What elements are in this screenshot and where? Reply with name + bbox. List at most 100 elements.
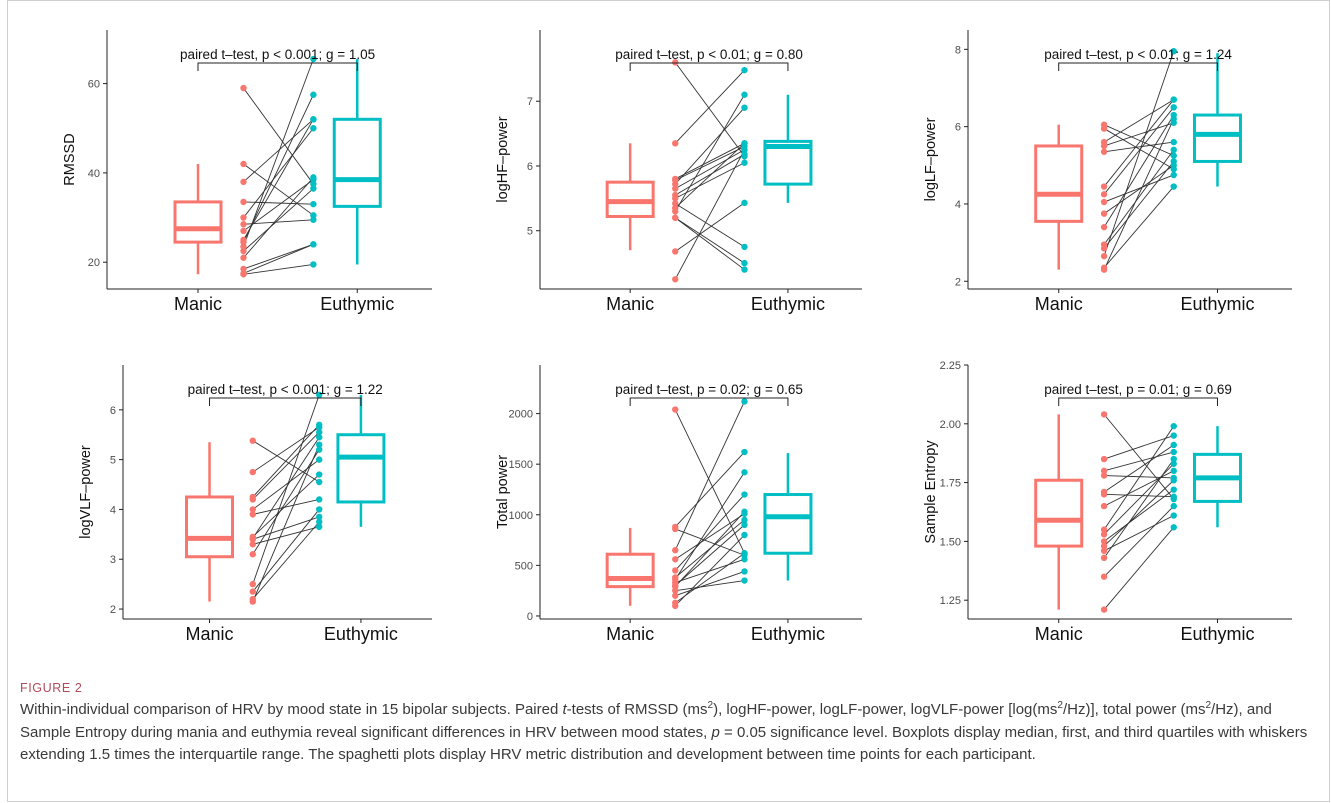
box-manic [1034, 478, 1084, 548]
pair-line [675, 149, 745, 190]
box-euthymic [763, 493, 813, 555]
y-axis-title: logHF–power [495, 116, 511, 202]
significance-annotation: paired t–test, p < 0.001; g = 1.05 [180, 47, 375, 62]
point-manic [249, 506, 256, 513]
pair-line [1103, 122, 1174, 147]
pair-line [252, 424, 320, 498]
point-euthymic [741, 146, 748, 153]
point-euthymic [316, 518, 323, 526]
x-tick-label: Euthymic [1180, 294, 1254, 314]
pair-line [674, 511, 745, 587]
pair-line [1103, 479, 1175, 547]
point-euthymic [741, 140, 748, 147]
panel-3: 2 4 6 8 logLF–power Manic Euthymic paired t–tes… [923, 30, 1292, 314]
point-manic [1100, 183, 1108, 190]
caption-part: Within-individual comparison of HRV by m… [20, 701, 563, 718]
pair-line [1103, 505, 1175, 577]
point-euthymic [316, 421, 323, 428]
point-euthymic [1170, 138, 1177, 146]
point-euthymic [316, 471, 323, 478]
pair-line [1103, 161, 1175, 249]
y-tick-label: 40 [88, 168, 100, 180]
pair-line [243, 118, 314, 183]
pair-line [675, 528, 745, 556]
pair-line [1103, 124, 1174, 157]
point-euthymic [310, 261, 317, 268]
pair-line [252, 509, 320, 592]
pair-line [1103, 451, 1174, 472]
point-euthymic [310, 216, 317, 223]
box-manic [1034, 144, 1084, 223]
point-euthymic [316, 434, 323, 441]
pair-line [674, 69, 745, 144]
point-euthymic [316, 429, 323, 436]
caption-part: t [562, 701, 567, 718]
x-tick-label: Euthymic [751, 294, 825, 314]
point-euthymic [1170, 183, 1177, 190]
pair-line [243, 127, 314, 218]
point-manic [249, 437, 256, 444]
box-euthymic [332, 117, 382, 208]
point-manic [1100, 472, 1108, 479]
y-tick-label: 1500 [509, 459, 533, 471]
figure-frame [7, 0, 1330, 802]
significance-annotation: paired t–test, p = 0.02; g = 0.65 [615, 382, 803, 397]
pair-line [243, 163, 314, 216]
y-tick-label: 6 [110, 405, 116, 417]
point-manic [1100, 526, 1108, 533]
point-euthymic [1170, 502, 1177, 510]
box-euthymic [336, 433, 386, 504]
significance-bracket [197, 62, 358, 71]
pair-line [252, 521, 320, 600]
point-manic [672, 214, 679, 221]
pair-line [252, 499, 320, 515]
caption-part: /Hz), and Sample Entropy during mania an… [20, 701, 1272, 741]
point-manic [249, 496, 256, 503]
point-euthymic [1170, 158, 1177, 165]
point-euthymic [741, 469, 748, 476]
pair-line [1103, 186, 1175, 269]
pair-line [243, 179, 314, 232]
point-euthymic [1170, 448, 1177, 456]
significance-bracket [1058, 62, 1218, 71]
y-axis-title: Total power [495, 455, 511, 529]
point-manic [1100, 252, 1108, 260]
point-manic [672, 276, 679, 283]
significance-annotation: paired t–test, p < 0.001; g = 1.22 [188, 382, 383, 397]
x-tick-label: Euthymic [320, 294, 394, 314]
point-euthymic [741, 151, 748, 158]
box-manic [185, 495, 235, 559]
point-euthymic [741, 556, 748, 563]
pair-line [252, 474, 320, 538]
point-euthymic [1170, 422, 1177, 430]
point-euthymic [1170, 477, 1177, 484]
point-euthymic [1170, 460, 1177, 467]
pair-line [252, 526, 320, 545]
pair-line [674, 149, 745, 280]
pair-line [243, 177, 314, 259]
pair-line [252, 449, 320, 555]
pair-line [1103, 99, 1175, 187]
pair-line [674, 524, 745, 586]
point-manic [1100, 142, 1108, 150]
pair-line [1103, 435, 1174, 460]
point-manic [240, 214, 247, 221]
x-tick-label: Manic [1035, 624, 1083, 644]
pair-line [1103, 470, 1174, 507]
point-manic [1100, 542, 1108, 550]
point-euthymic [741, 243, 748, 251]
pair-line [252, 436, 320, 539]
point-manic [240, 254, 247, 261]
point-euthymic [741, 531, 748, 539]
significance-bracket [629, 397, 789, 406]
point-manic [1100, 467, 1108, 475]
point-manic [240, 198, 247, 206]
point-euthymic [741, 259, 748, 267]
y-tick-label: 1.50 [940, 536, 961, 548]
point-manic [240, 271, 247, 278]
y-tick-label: 5 [110, 455, 116, 467]
caption-part: p [711, 723, 720, 741]
y-tick-label: 5 [527, 226, 533, 238]
y-tick-label: 8 [955, 44, 961, 56]
